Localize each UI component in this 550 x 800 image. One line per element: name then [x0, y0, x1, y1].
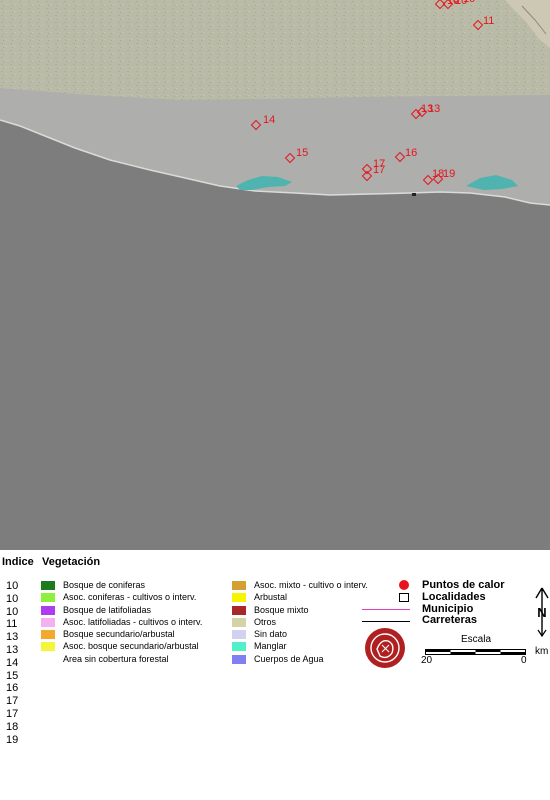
- index-item: 18: [6, 720, 19, 733]
- index-item: 19: [6, 733, 19, 746]
- indice-header: Indice: [2, 556, 34, 568]
- vegetation-swatch: [232, 617, 246, 627]
- vegetation-label: Cuerpos de Agua: [254, 653, 324, 664]
- km-label: km: [535, 646, 549, 657]
- highlands: [505, 0, 550, 48]
- locality-square-icon: [399, 593, 409, 602]
- escala-label: Escala: [461, 634, 492, 645]
- hotspot-label: 13: [428, 103, 440, 115]
- municipio-label: Municipio: [422, 603, 474, 615]
- vegetation-swatch: [41, 593, 55, 603]
- index-item: 17: [6, 695, 19, 708]
- hotspot-marker[interactable]: [361, 170, 373, 182]
- scale-right-label: 0: [521, 655, 527, 666]
- hotspot-marker[interactable]: [432, 173, 444, 185]
- vegetation-swatch: [41, 581, 55, 590]
- index-item: 13: [6, 643, 19, 656]
- municipio-line: [362, 609, 410, 610]
- vegetation-swatch: [232, 630, 246, 640]
- puntos-label: Puntos de calor: [422, 579, 505, 591]
- hotspot-marker[interactable]: [250, 119, 262, 131]
- hotspot-label: 15: [296, 147, 308, 159]
- vegetation-label: Asoc. mixto - cultivo o interv.: [254, 580, 368, 590]
- index-item: 16: [6, 682, 19, 695]
- vegetation-swatch: [41, 630, 55, 640]
- vegetation-label: Bosque secundario/arbustal: [63, 629, 175, 640]
- hotspot-label: 17: [373, 158, 385, 170]
- hotspot-marker[interactable]: [361, 163, 373, 175]
- index-item: 11: [6, 618, 18, 631]
- legend: Indice Vegetación 10 10 10 11 13 13 14 15 16 17 17…: [0, 550, 550, 800]
- mangrove-west: [236, 176, 292, 190]
- port-marker: [412, 193, 416, 196]
- hotspot-label: 19: [443, 168, 455, 180]
- institution-logo: [365, 628, 405, 668]
- vegetation-swatch: [232, 593, 246, 603]
- hotspot-marker[interactable]: [442, 0, 454, 10]
- hotspot-label: 11: [483, 15, 494, 27]
- hotspot-label: 10: [447, 0, 459, 7]
- localidades-label: Localidades: [422, 591, 486, 603]
- index-item: 10: [6, 580, 19, 592]
- vegetation-label: Area sin cobertura forestal: [63, 653, 169, 664]
- index-item: 10: [6, 605, 19, 618]
- hotspot-label: 10: [463, 0, 475, 5]
- index-item: 13: [6, 631, 19, 644]
- vegetation-swatch: [41, 654, 55, 664]
- vegetacion-header: Vegetación: [42, 556, 101, 568]
- vegetation-label: Otros: [254, 616, 277, 627]
- hotspot-marker[interactable]: [472, 19, 484, 31]
- vegetation-label: Asoc. bosque secundario/arbustal: [63, 641, 199, 652]
- north-arrow-icon: N: [535, 587, 549, 638]
- hotspot-label: 14: [263, 114, 275, 126]
- carreteras-line: [362, 621, 410, 622]
- vegetation-label: Bosque de coniferas: [63, 580, 146, 590]
- vegetation-swatch: [232, 581, 246, 590]
- hotspot-marker[interactable]: [284, 152, 296, 164]
- hotspot-label: 10: [455, 0, 467, 7]
- index-item: 10: [6, 592, 19, 605]
- index-item: 15: [6, 669, 19, 682]
- carreteras-label: Carreteras: [422, 614, 478, 626]
- hotspot-marker[interactable]: [416, 106, 428, 118]
- vegetation-label: Manglar: [254, 641, 287, 652]
- vegetation-label: Arbustal: [254, 592, 288, 603]
- vegetation-label: Sin dato: [254, 629, 288, 640]
- vegetation-swatch: [41, 605, 55, 615]
- hotspot-label: 16: [405, 147, 417, 159]
- coastal-plain: [0, 88, 550, 205]
- index-list: 10 10 10 11 13 13 14 15 16 17 17 18 19: [6, 580, 18, 746]
- vegetation-swatch: [41, 617, 55, 627]
- hotspot-label: 13: [421, 103, 433, 115]
- vegetation-label: Bosque de latifoliadas: [63, 604, 152, 615]
- scale-left-label: 20: [421, 655, 433, 666]
- vegetation-swatch: [41, 642, 55, 652]
- vegetation-swatch: [232, 642, 246, 652]
- vegetation-label: Bosque mixto: [254, 604, 309, 615]
- hotspot-label: 17: [373, 164, 385, 176]
- hotspot-marker[interactable]: [410, 108, 422, 120]
- highland-ridge: [521, 5, 547, 35]
- vegetation-label: Asoc. coniferas - cultivos o interv.: [63, 592, 197, 603]
- scale-bar: [425, 649, 526, 655]
- north-label: N: [537, 605, 546, 620]
- hotspot-marker[interactable]: [434, 0, 446, 10]
- vegetation-label: Asoc. latifoliadas - cultivos o interv.: [63, 616, 203, 627]
- coastline: [0, 119, 550, 206]
- hotspot-marker[interactable]: [422, 174, 434, 186]
- vegetation-swatch: [232, 605, 246, 615]
- index-item: 14: [6, 656, 19, 669]
- vegetation-swatch: [232, 654, 246, 664]
- hotspot-marker[interactable]: [394, 151, 406, 163]
- hotspot-dot-icon: [399, 580, 409, 590]
- mangrove-east: [466, 175, 518, 190]
- hotspot-marker[interactable]: [452, 0, 461, 4]
- index-item: 17: [6, 707, 19, 720]
